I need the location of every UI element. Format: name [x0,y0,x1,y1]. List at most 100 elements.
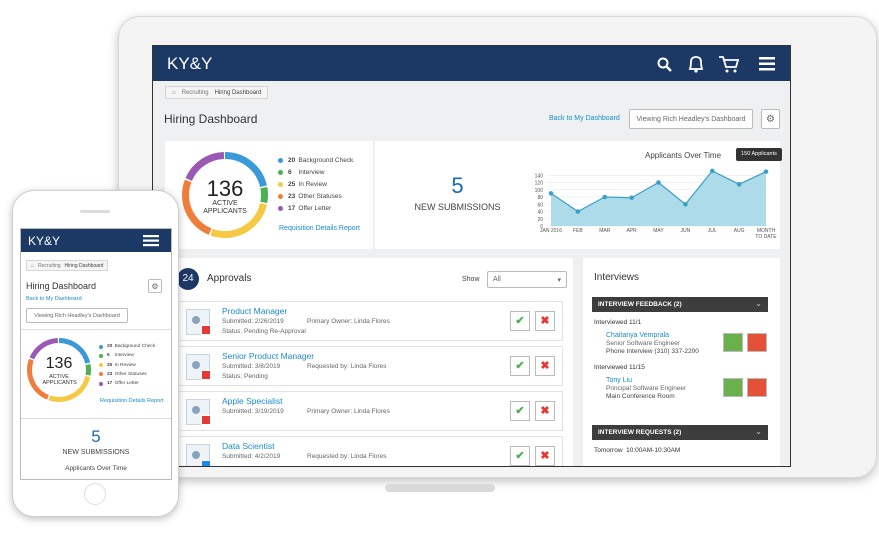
doc-line [192,451,200,459]
interviews-panel: Interviews INTERVIEW FEEDBACK (2) ⌄ Interv… [583,258,780,466]
point [763,169,769,174]
candidate-name[interactable]: Chaitanya Vemprala [606,332,670,339]
chart-title: Applicants Over Time [65,465,127,472]
y-tick-label: 60 [537,202,543,208]
approval-title[interactable]: Senior Product Manager [222,351,315,361]
x-tick-label: JUL [707,228,717,234]
point [656,180,661,185]
reject-button[interactable]: ✖ [535,446,555,466]
legend-count: 17 [107,381,113,387]
home-icon[interactable]: ⌂ [172,89,176,96]
legend-row: 25 In Review [278,181,327,188]
candidate-role: Principal Software Engineer [606,385,687,392]
approvals-title: Approvals [207,273,252,284]
reject-button[interactable]: ✖ [535,401,555,421]
viewing-select[interactable]: Viewing Rich Headley's Dashboard [629,109,753,129]
active-card: 136 ACTIVE APPLICANTS 20 Background Check 6… [165,141,373,249]
point [575,209,581,214]
approval-item: Product Manager Submitted: 2/26/2019 Prima… [173,301,563,341]
thumbs-down[interactable] [747,378,767,397]
submissions-card: 5 NEW SUBMISSIONS Applicants Over Time 0… [375,141,782,249]
show-label: Show [462,276,480,283]
cart-icon[interactable] [719,56,740,73]
phone-home-button[interactable] [84,483,106,505]
approve-button[interactable]: ✔ [510,401,530,421]
document-icon [186,399,211,425]
person: Primary Owner: Linda Flores [307,318,390,325]
legend-dot [99,363,103,368]
menu-icon[interactable] [759,57,775,71]
legend-row: 20 Background Check [278,157,353,164]
legend-count: 25 [288,181,296,188]
back-link[interactable]: Back to My Dashboard [549,115,620,122]
legend-label: In Review [114,362,136,368]
point [709,168,715,174]
approve-button[interactable]: ✔ [510,311,530,331]
legend-row: 23 Other Statuses [99,372,147,377]
chart-title: Applicants Over Time [644,151,722,160]
crumb[interactable]: Recruiting [38,262,61,269]
phone-speaker [80,210,110,213]
legend-count: 6 [107,353,110,359]
brand: KY&Y [167,54,213,73]
section-header[interactable]: INTERVIEW REQUESTS (2) ⌄ [592,425,768,440]
person: Requested by: Linda Flores [307,363,387,370]
submitted-date: Submitted: 3/19/2019 [222,408,284,415]
section-header[interactable]: INTERVIEW FEEDBACK (2) ⌄ [592,297,768,312]
settings-button[interactable]: ⚙ [761,109,780,129]
reject-button[interactable]: ✖ [535,356,555,376]
legend-count: 23 [288,193,296,200]
approval-title[interactable]: Product Manager [222,306,288,316]
interview-date: Interviewed 11/15 [594,364,645,371]
status-badge [201,370,211,380]
approve-button[interactable]: ✔ [510,356,530,376]
active-count: 136 [206,175,244,201]
x-tick-label: JAN 2016 [540,228,562,234]
legend-row: 20 Background Check [99,344,155,349]
bell-icon[interactable] [688,56,704,73]
crumb[interactable]: Recruiting [181,89,209,96]
point [736,182,742,187]
reject-button[interactable]: ✖ [535,311,555,331]
legend-dot [99,381,103,386]
thumbs-up[interactable] [723,378,743,397]
legend-count: 23 [107,371,113,377]
donut-segment [27,338,91,402]
viewing-select[interactable]: Viewing Rich Headley's Dashboard [26,308,128,323]
y-tick-label: 140 [535,173,544,179]
legend-label: Background Check [298,157,354,164]
submissions-count: 5 [91,427,101,446]
thumbs-down[interactable] [747,333,767,352]
back-link[interactable]: Back to My Dashboard [26,296,82,302]
thumbs-up[interactable] [723,333,743,352]
candidate-name[interactable]: Tony Liu [606,377,633,384]
legend-label: Other Statuses [114,371,147,377]
search-icon[interactable] [657,57,672,72]
report-link[interactable]: Requisition Details Report [100,398,164,404]
status-badge [201,325,211,335]
x-tick-label: MAY [653,228,664,234]
divider [21,329,171,330]
point [548,191,554,196]
point [683,201,688,207]
settings-button[interactable]: ⚙ [148,279,162,293]
approval-title[interactable]: Data Scientist [222,441,275,451]
crumb: Hiring Dashboard [214,89,262,96]
x-tick-label: FEB [573,228,583,234]
home-icon[interactable]: ⌂ [31,262,35,269]
filter-select[interactable]: All ▾ [487,271,567,288]
tooltip: 150 Applicants [736,147,782,161]
approve-button[interactable]: ✔ [510,446,530,466]
menu-icon[interactable] [143,235,159,247]
approval-item: Apple Specialist Submitted: 3/19/2019 Prim… [173,391,563,431]
legend-count: 17 [288,205,296,212]
donut-segment [27,338,91,402]
donut-segment [182,152,268,238]
candidate-role: Senior Software Engineer [606,340,681,347]
x-tick-label: MAR [599,228,611,234]
interviews-title: Interviews [594,272,640,283]
breadcrumb: ⌂ Recruiting Hiring Dashboard [165,86,269,99]
approval-title[interactable]: Apple Specialist [222,396,283,406]
report-link[interactable]: Requisition Details Report [279,225,360,232]
